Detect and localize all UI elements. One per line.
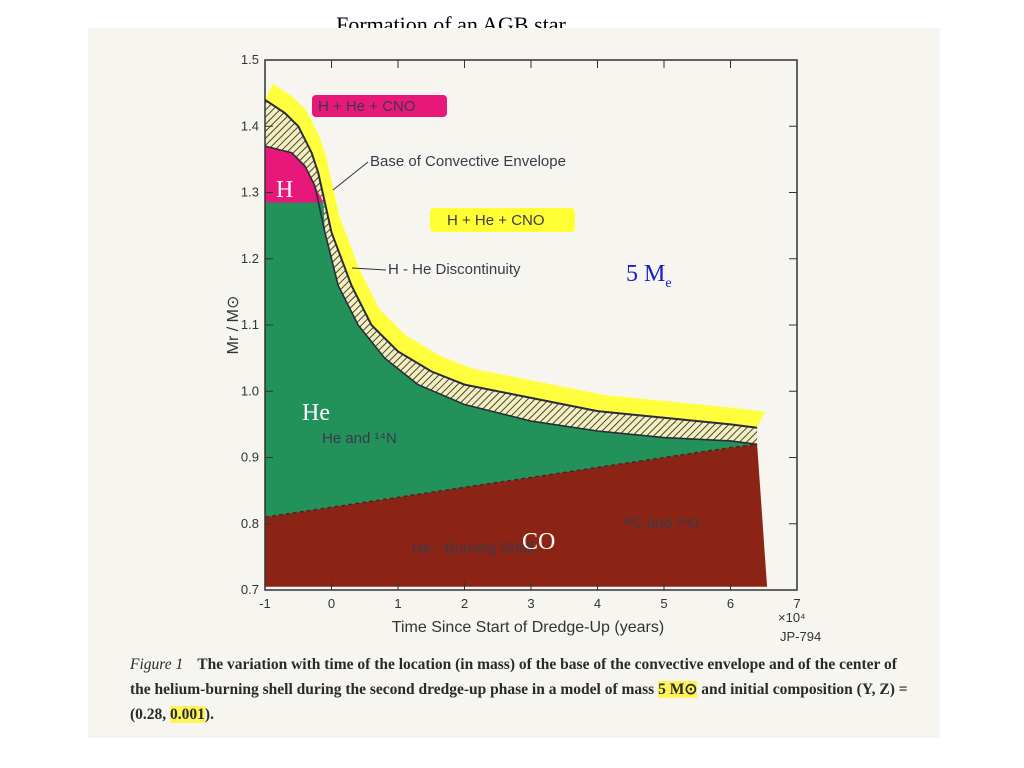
co-region-label: ¹²C and ¹⁶O (622, 515, 699, 532)
figure-stamp: JP-794 (780, 629, 821, 644)
helium-region (265, 202, 758, 518)
base-of-envelope-label: Base of Convective Envelope (370, 153, 566, 170)
x-axis-title: Time Since Start of Dredge-Up (years) (392, 619, 664, 636)
envelope-label-highlight (430, 208, 575, 232)
y-axis-title: Mr / M⊙ (225, 296, 242, 355)
caption-figure-label: Figure 1 (130, 656, 184, 673)
envelope-yellow-band (265, 83, 766, 428)
overlay-label-mass: 5 Me (626, 261, 672, 291)
caption-text-before: The variation with time of the location … (130, 656, 897, 698)
overlay-label-h: H (276, 177, 293, 203)
y-tick-label: 0.9 (241, 450, 259, 465)
caption-mass: 5 M⊙ (658, 681, 698, 698)
figure-caption: Figure 1 The variation with time of the l… (130, 652, 910, 727)
x-tick-label: 0 (328, 596, 335, 611)
x-multiplier: ×10⁴ (778, 610, 806, 625)
top-region-label: H + He + CNO (318, 98, 416, 115)
y-tick-label: 0.8 (241, 516, 259, 531)
carbon-oxygen-region (265, 444, 768, 587)
he-region-label: He and ¹⁴N (322, 430, 397, 447)
y-tick-label: 1.3 (241, 185, 259, 200)
x-tick-label: -1 (259, 596, 271, 611)
caption-text-mid: and initial composition (Y, Z) = (0.28, (130, 681, 908, 723)
y-tick-label: 1.2 (241, 251, 259, 266)
x-tick-label: 3 (527, 596, 534, 611)
overlay-label-he: He (302, 400, 330, 426)
caption-z-value: 0.001 (170, 706, 205, 723)
h-he-discontinuity-label: H - He Discontinuity (388, 261, 521, 278)
top-label-highlight (312, 95, 447, 117)
envelope-region-label: H + He + CNO (447, 212, 545, 229)
hatched-transition-region (265, 99, 758, 445)
x-tick-label: 6 (727, 596, 734, 611)
hydrogen-region (265, 146, 324, 203)
h-he-discontinuity-curve (264, 145, 758, 446)
x-tick-label: 5 (660, 596, 667, 611)
base-label-leader (332, 161, 369, 191)
base-of-envelope-curve (264, 98, 758, 429)
x-tick-label: 4 (594, 596, 601, 611)
overlay-label-mass-subscript: e (665, 276, 671, 291)
y-tick-label: 1.1 (241, 317, 259, 332)
x-tick-label: 1 (394, 596, 401, 611)
y-tick-label: 0.7 (241, 582, 259, 597)
discontinuity-label-leader (351, 267, 387, 271)
y-tick-label: 1.4 (241, 118, 259, 133)
he-burning-shell-curve (264, 443, 758, 518)
he-burning-shell-label: He - Burning Shell (412, 540, 534, 557)
caption-text-after: ). (204, 706, 214, 723)
x-tick-label: 7 (793, 596, 800, 611)
overlay-label-co: CO (522, 529, 555, 555)
y-tick-label: 1.0 (241, 383, 259, 398)
x-tick-label: 2 (461, 596, 468, 611)
y-tick-label: 1.5 (241, 52, 259, 67)
